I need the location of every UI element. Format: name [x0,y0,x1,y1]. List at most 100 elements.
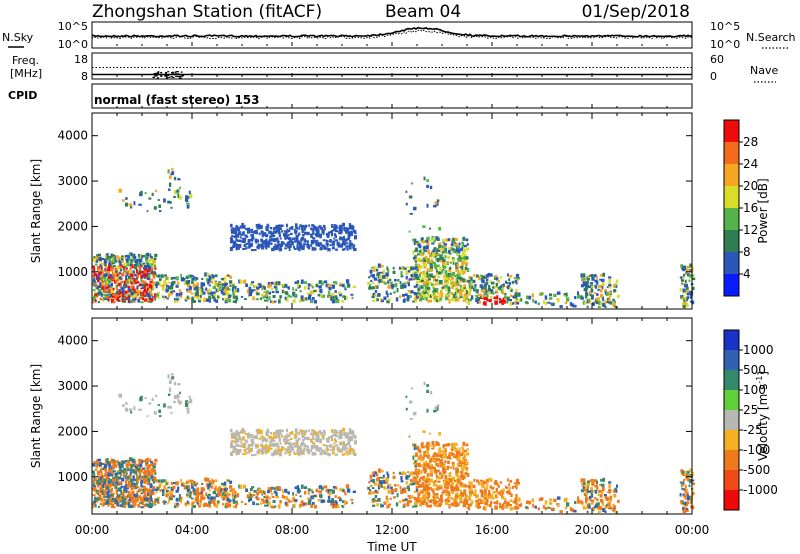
power-cell [483,301,486,304]
power-cell [220,283,222,288]
power-cell [276,244,280,249]
velocity-cell [387,503,392,506]
velocity-cell [333,442,335,445]
power-cell [208,284,211,287]
velocity-cell [324,452,328,455]
power-cell [448,298,451,301]
power-cell [100,292,103,297]
power-cell [163,295,166,300]
velocity-cell [237,493,240,498]
y-tick-label: 1000 [57,470,88,484]
power-cell [109,297,113,300]
velocity-cell [350,436,353,441]
velocity-cell [414,443,417,448]
velocity-cell [151,397,154,401]
colorbar-tick-label: 25 [743,403,758,417]
power-cell [152,286,155,290]
power-cell [246,289,250,294]
power-cell [144,274,148,278]
power-cell [256,225,259,230]
power-cell [102,296,105,301]
velocity-cell [287,446,290,449]
power-cell [272,234,276,238]
velocity-cell [235,501,239,506]
velocity-cell [231,436,233,439]
velocity-cell [249,488,253,491]
velocity-cell [512,507,515,510]
power-cell [136,291,140,296]
velocity-cell [287,434,291,437]
power-cell [229,237,233,240]
velocity-cell [458,494,463,499]
velocity-cell [430,468,433,472]
power-cell [268,230,272,235]
velocity-cell [432,442,435,447]
velocity-cell [352,435,356,438]
velocity-cell [232,440,236,443]
colorbar-swatch [724,350,739,371]
freq-blob-dot [178,75,181,77]
power-cell [306,243,310,248]
power-cell [102,290,107,293]
power-cell [339,282,342,286]
power-cell [345,230,348,234]
power-cell [148,197,152,200]
velocity-cell [457,481,460,485]
power-cell [316,240,319,245]
velocity-cell [250,494,254,498]
velocity-cell [130,482,133,487]
velocity-cell [424,454,428,457]
x-axis-label: Time UT [366,540,417,554]
velocity-cell [423,493,426,497]
power-cell [686,265,690,269]
velocity-cell [162,500,165,504]
power-cell [496,290,499,294]
velocity-cell [185,485,189,490]
power-cell [207,280,210,285]
velocity-cell [417,499,420,502]
velocity-cell [456,502,460,507]
power-cell [245,246,248,250]
power-cell [479,274,483,277]
power-cell [110,289,114,293]
velocity-cell [459,471,462,474]
power-cell [308,296,312,300]
power-cell [422,257,426,260]
power-cell [232,300,236,303]
velocity-cell [165,482,168,485]
colorbar-tick-label: 24 [743,157,758,171]
power-cell [291,241,294,246]
power-cell [444,284,448,288]
power-cell [116,286,118,290]
power-cell [190,292,194,295]
velocity-cell [234,438,238,443]
power-cell [450,297,455,302]
power-cell [130,288,133,293]
power-cell [473,273,476,277]
velocity-cell [130,457,133,461]
velocity-cell [275,491,278,496]
power-cell [301,234,305,237]
velocity-cell [684,494,687,497]
velocity-cell [332,486,337,489]
velocity-cell [311,496,314,500]
power-cell [423,245,427,249]
velocity-cell [268,496,271,500]
velocity-cell [498,502,501,506]
power-cell [198,299,201,303]
power-cell [292,293,295,297]
power-cell [133,288,137,292]
power-cell [249,290,252,294]
power-cell [435,269,438,273]
velocity-cell [403,503,406,507]
velocity-cell [171,373,174,376]
power-cell [140,263,143,267]
velocity-cell [97,482,100,488]
velocity-cell [93,461,96,463]
velocity-cell [614,487,618,491]
power-cell [423,265,427,269]
velocity-cell [425,450,429,455]
velocity-cell [491,497,495,500]
power-cell [596,297,600,301]
power-cell [281,283,284,287]
